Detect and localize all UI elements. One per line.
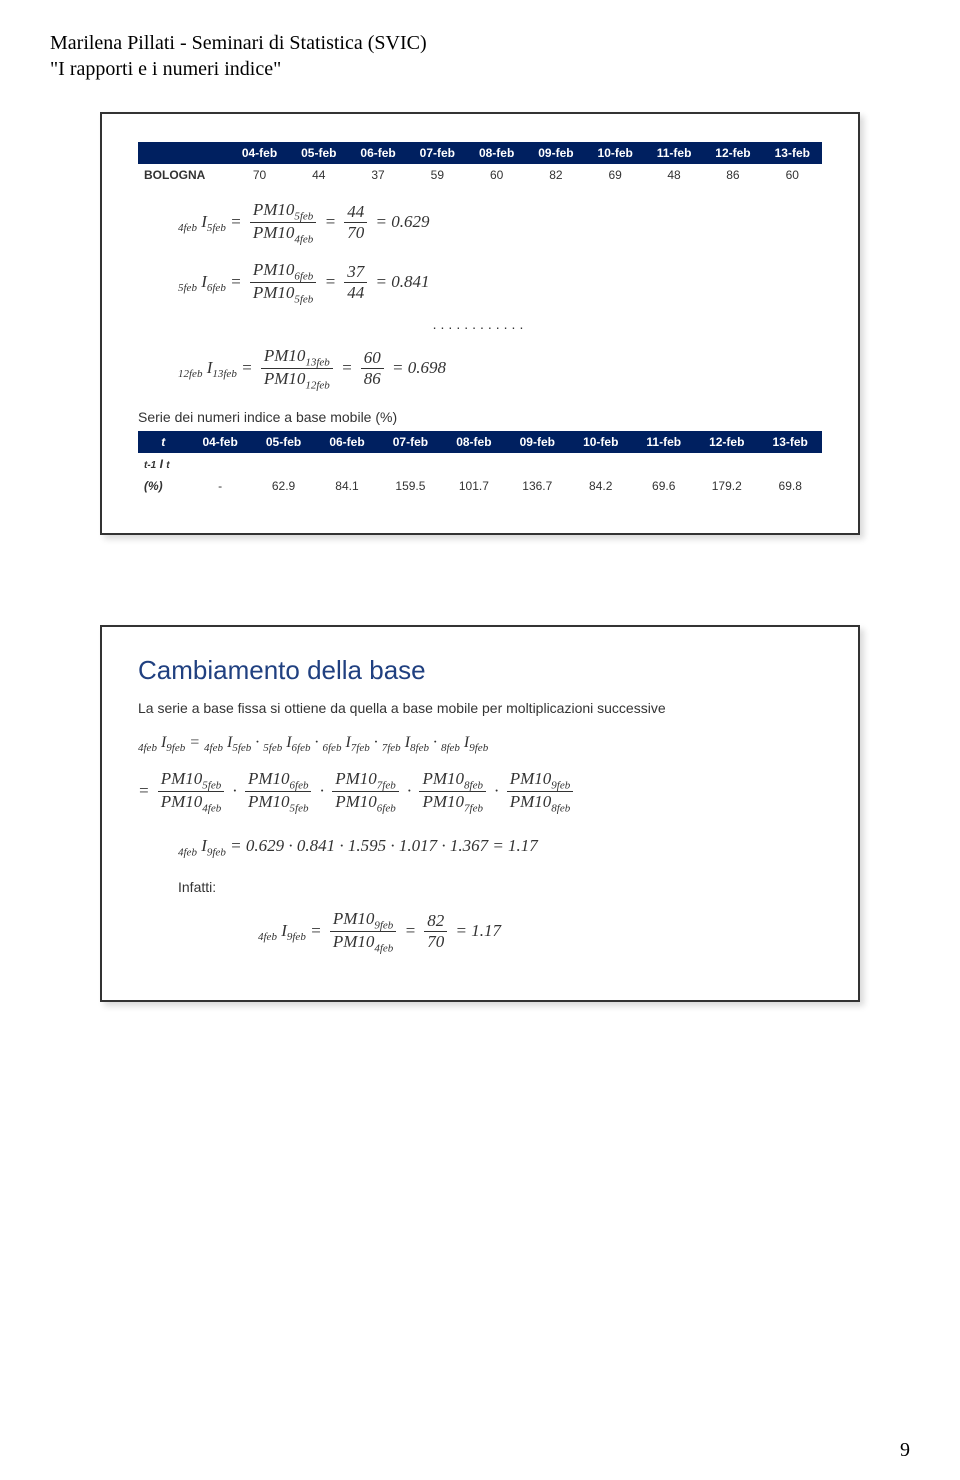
table-col-header: 08-feb bbox=[467, 142, 526, 164]
table-cell bbox=[379, 453, 442, 475]
table-col-header: 08-feb bbox=[442, 431, 505, 453]
table-col-header: 12-feb bbox=[703, 142, 762, 164]
table-row-label: BOLOGNA bbox=[138, 164, 230, 186]
table-col-header: 06-feb bbox=[348, 142, 407, 164]
table-cell: 62.9 bbox=[252, 475, 315, 497]
table-series: t04-feb05-feb06-feb07-feb08-feb09-feb10-… bbox=[138, 431, 822, 497]
table-col-header: 04-feb bbox=[230, 142, 289, 164]
table-cell: 82 bbox=[526, 164, 585, 186]
table-col-header: 09-feb bbox=[526, 142, 585, 164]
table-cell: 44 bbox=[289, 164, 348, 186]
ellipsis: ............ bbox=[138, 316, 822, 332]
table-col-header: 05-feb bbox=[289, 142, 348, 164]
table-cell: 48 bbox=[645, 164, 703, 186]
table-col-header: 09-feb bbox=[506, 431, 569, 453]
infatti-label: Infatti: bbox=[178, 879, 822, 895]
table-bologna: 04-feb05-feb06-feb07-feb08-feb09-feb10-f… bbox=[138, 142, 822, 186]
table-cell: 84.1 bbox=[315, 475, 378, 497]
table-cell: 37 bbox=[348, 164, 407, 186]
table-col-header: 07-feb bbox=[408, 142, 467, 164]
table-cell bbox=[506, 453, 569, 475]
formula-3: 12feb I13feb = PM1013febPM1012feb = 6086… bbox=[178, 346, 822, 392]
table-cell bbox=[188, 453, 251, 475]
table-cell bbox=[695, 453, 758, 475]
table-col-header: 10-feb bbox=[586, 142, 645, 164]
table-cell bbox=[632, 453, 695, 475]
formula-1: 4feb I5feb = PM105febPM104feb = 4470 = 0… bbox=[178, 200, 822, 246]
table-col-header: 05-feb bbox=[252, 431, 315, 453]
card2-intro: La serie a base fissa si ottiene da quel… bbox=[138, 700, 822, 716]
pm-chain-formula: = PM105febPM104feb · PM106febPM105feb · … bbox=[138, 769, 822, 815]
table-cell: 84.2 bbox=[569, 475, 632, 497]
infatti-formula: 4feb I9feb = PM109febPM104feb = 8270 = 1… bbox=[258, 909, 822, 955]
table-col-header: 12-feb bbox=[695, 431, 758, 453]
series-title: Serie dei numeri indice a base mobile (%… bbox=[138, 409, 822, 425]
formula-2: 5feb I6feb = PM106febPM105feb = 3744 = 0… bbox=[178, 260, 822, 306]
doc-header: Marilena Pillati - Seminari di Statistic… bbox=[50, 30, 910, 82]
table-cell: 69.8 bbox=[758, 475, 822, 497]
table-col-header: 11-feb bbox=[645, 142, 703, 164]
table-cell: 136.7 bbox=[506, 475, 569, 497]
chain-formula: 4feb I9feb = 4feb I5feb · 5feb I6feb · 6… bbox=[138, 734, 822, 754]
table-cell: 60 bbox=[763, 164, 822, 186]
table-cell bbox=[252, 453, 315, 475]
table-cell: 101.7 bbox=[442, 475, 505, 497]
table-col-header: 11-feb bbox=[632, 431, 695, 453]
card-base-mobile: 04-feb05-feb06-feb07-feb08-feb09-feb10-f… bbox=[100, 112, 860, 535]
doc-header-line1: Marilena Pillati - Seminari di Statistic… bbox=[50, 30, 910, 56]
table-cell: 70 bbox=[230, 164, 289, 186]
table-col-header: 06-feb bbox=[315, 431, 378, 453]
table-cell bbox=[569, 453, 632, 475]
table-cell: - bbox=[188, 475, 251, 497]
table-col-header: 13-feb bbox=[758, 431, 822, 453]
page-number: 9 bbox=[900, 1439, 910, 1462]
table-col-header bbox=[138, 142, 230, 164]
table-cell: 60 bbox=[467, 164, 526, 186]
table-cell bbox=[315, 453, 378, 475]
table-col-header: t bbox=[138, 431, 188, 453]
table-row-label: (%) bbox=[138, 475, 188, 497]
table-col-header: 04-feb bbox=[188, 431, 251, 453]
table-cell bbox=[758, 453, 822, 475]
table-col-header: 07-feb bbox=[379, 431, 442, 453]
table-cell: 86 bbox=[703, 164, 762, 186]
card2-title: Cambiamento della base bbox=[138, 655, 822, 686]
numeric-product: 4feb I9feb = 0.629 · 0.841 · 1.595 · 1.0… bbox=[178, 836, 822, 858]
table-cell: 59 bbox=[408, 164, 467, 186]
table-cell: 69.6 bbox=[632, 475, 695, 497]
table-cell: 69 bbox=[586, 164, 645, 186]
table-col-header: 10-feb bbox=[569, 431, 632, 453]
doc-header-line2: "I rapporti e i numeri indice" bbox=[50, 56, 910, 82]
table-col-header: 13-feb bbox=[763, 142, 822, 164]
table-cell bbox=[442, 453, 505, 475]
table-cell: 179.2 bbox=[695, 475, 758, 497]
card-cambiamento: Cambiamento della base La serie a base f… bbox=[100, 625, 860, 1002]
table-cell: 159.5 bbox=[379, 475, 442, 497]
table-row-label: t-1 I t bbox=[138, 453, 188, 475]
